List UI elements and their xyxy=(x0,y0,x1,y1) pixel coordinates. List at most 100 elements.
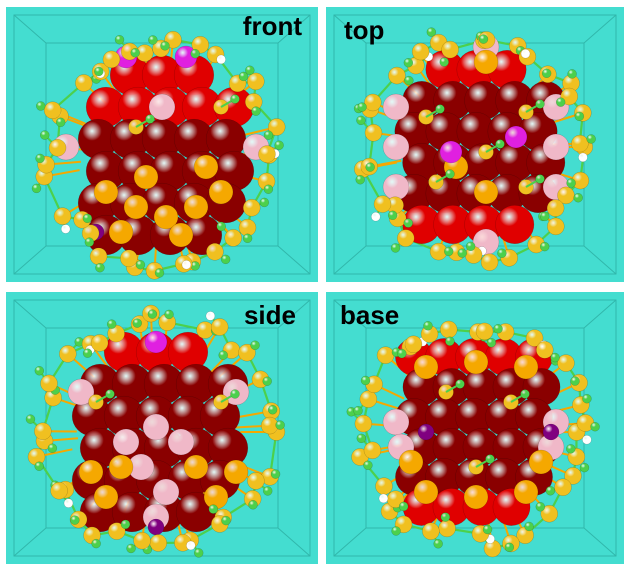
gold-atom xyxy=(108,454,134,480)
sulfur-atom xyxy=(75,74,93,92)
carbon-atom xyxy=(263,184,274,194)
ligand-shell xyxy=(25,304,286,558)
molecule-render-base xyxy=(333,299,617,558)
carbon-atom xyxy=(566,178,576,188)
carbon-atom xyxy=(55,117,66,128)
purple-atom xyxy=(417,423,435,441)
carbon-atom xyxy=(148,35,158,45)
carbon-atom xyxy=(524,521,534,532)
carbon-atom xyxy=(274,140,284,151)
carbon-atom xyxy=(387,210,398,221)
carbon-atom xyxy=(245,65,255,76)
carbon-atom xyxy=(465,241,476,252)
pink-atom xyxy=(112,428,140,456)
carbon-atom xyxy=(356,115,366,126)
panel-label-base: base xyxy=(340,300,400,330)
carbon-atom xyxy=(579,462,590,473)
panel-label-side: side xyxy=(243,300,296,330)
sulfur-atom xyxy=(547,217,565,236)
carbon-atom xyxy=(39,130,50,140)
sulfur-atom xyxy=(404,335,423,354)
molecule-render-top xyxy=(333,14,617,275)
gold-atom xyxy=(123,194,149,220)
carbon-atom xyxy=(230,389,240,399)
carbon-atom xyxy=(574,111,585,122)
carbon-atom xyxy=(355,174,365,185)
core-atom xyxy=(495,205,535,244)
sulfur-atom xyxy=(108,522,126,540)
sulfur-atom xyxy=(48,139,67,157)
core-spheres xyxy=(52,45,270,256)
carbon-atom xyxy=(130,48,140,58)
panel-label-top: top xyxy=(344,15,385,45)
carbon-atom xyxy=(114,34,125,45)
sulfur-atom xyxy=(438,519,456,538)
magenta-atom xyxy=(144,330,168,354)
sulfur-atom xyxy=(364,93,382,112)
carbon-atom xyxy=(275,420,285,430)
carbon-atom xyxy=(426,27,437,37)
gold-atom xyxy=(473,179,499,205)
carbon-atom xyxy=(145,114,155,124)
sulfur-atom xyxy=(441,40,459,59)
gold-atom xyxy=(168,222,194,248)
pink-atom xyxy=(382,408,410,436)
carbon-atom xyxy=(357,102,367,112)
carbon-atom xyxy=(147,309,158,319)
hydrogen-atom xyxy=(578,152,588,163)
gold-atom xyxy=(463,484,489,510)
sulfur-atom xyxy=(90,334,109,352)
panel-label-front: front xyxy=(242,11,302,41)
carbon-atom xyxy=(250,340,260,351)
carbon-atom xyxy=(535,99,545,109)
carbon-atom xyxy=(208,504,219,514)
carbon-atom xyxy=(582,393,592,404)
sulfur-atom xyxy=(388,66,406,85)
carbon-atom xyxy=(493,324,503,334)
sulfur-atom xyxy=(53,207,72,225)
carbon-atom xyxy=(520,389,530,399)
pink-atom xyxy=(67,378,95,406)
carbon-atom xyxy=(440,512,451,522)
carbon-atom xyxy=(164,309,174,320)
sulfur-atom xyxy=(107,324,125,343)
gold-atom xyxy=(513,479,539,505)
gold-atom xyxy=(463,349,489,375)
sulfur-atom xyxy=(191,36,210,54)
carbon-atom xyxy=(535,502,546,512)
carbon-atom xyxy=(439,57,449,67)
carbon-atom xyxy=(433,539,443,549)
sulfur-atom xyxy=(34,422,52,441)
carbon-atom xyxy=(443,246,454,257)
carbon-atom xyxy=(545,486,556,496)
carbon-atom xyxy=(105,389,115,399)
carbon-atom xyxy=(230,94,240,104)
gold-atom xyxy=(413,354,439,380)
sulfur-atom xyxy=(247,472,265,490)
carbon-atom xyxy=(586,134,596,144)
sulfur-atom xyxy=(102,50,121,69)
molecule-render-front xyxy=(13,14,311,280)
carbon-atom xyxy=(248,500,258,510)
gold-atom xyxy=(183,454,209,480)
carbon-atom xyxy=(486,337,497,348)
carbon-atom xyxy=(251,106,261,116)
carbon-atom xyxy=(94,66,104,77)
carbon-atom xyxy=(353,406,363,416)
gold-atom xyxy=(78,459,104,485)
carbon-atom xyxy=(220,254,231,265)
sulfur-atom xyxy=(133,531,151,550)
carbon-atom xyxy=(555,97,566,107)
carbon-atom xyxy=(70,515,80,525)
carbon-atom xyxy=(82,348,93,358)
sulfur-atom xyxy=(267,118,286,136)
gold-atom xyxy=(153,204,179,230)
sulfur-atom xyxy=(546,199,565,217)
magenta-atom xyxy=(439,140,463,164)
carbon-atom xyxy=(363,460,373,471)
carbon-atom xyxy=(259,197,270,208)
hydrogen-atom xyxy=(582,434,592,445)
molecule-render-side xyxy=(13,299,311,558)
carbon-atom xyxy=(391,526,401,536)
sulfur-atom xyxy=(50,481,68,500)
